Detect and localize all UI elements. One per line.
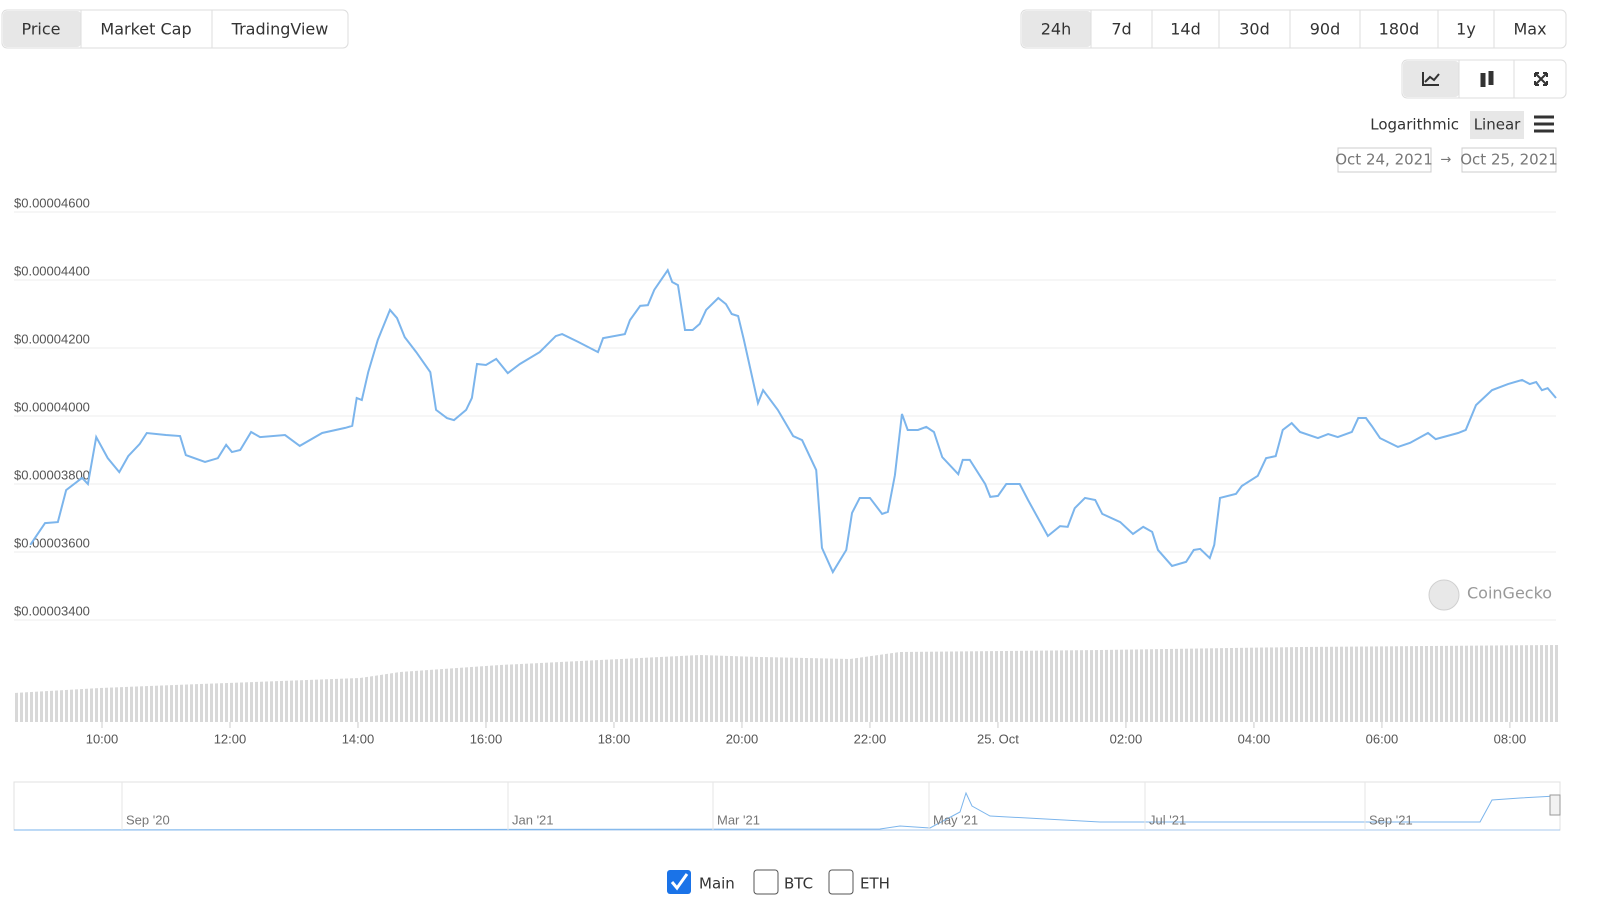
volume-bars [14, 645, 1560, 722]
navigator-label: Sep '21 [1369, 812, 1413, 827]
fullscreen-icon[interactable] [1534, 72, 1548, 86]
x-tick-label: 18:00 [598, 731, 631, 746]
navigator-line [13, 791, 1557, 831]
tab[interactable]: TradingView [231, 20, 329, 39]
navigator-label: Jan '21 [512, 812, 554, 827]
tab[interactable]: Market Cap [100, 20, 191, 39]
navigator-handle[interactable] [1549, 794, 1561, 816]
watermark-logo [1428, 579, 1460, 611]
range-button[interactable]: 90d [1310, 20, 1341, 39]
line-chart-icon[interactable] [1422, 72, 1440, 86]
range-button[interactable]: Max [1513, 20, 1546, 39]
menu-icon[interactable] [1534, 115, 1554, 133]
x-tick-label: 02:00 [1110, 731, 1143, 746]
checkbox-checked[interactable] [667, 870, 691, 894]
scale-option[interactable]: Linear [1474, 116, 1521, 134]
x-tick-label: 10:00 [86, 731, 119, 746]
check-mark [670, 873, 689, 891]
legend-label[interactable]: ETH [860, 875, 890, 893]
x-tick-label: 06:00 [1366, 731, 1399, 746]
range-button[interactable]: 1y [1456, 20, 1476, 39]
y-tick-label: $0.00003400 [14, 603, 90, 618]
range-group [1020, 9, 1567, 49]
y-tick-label: $0.00004600 [14, 195, 90, 210]
scale-option[interactable]: Logarithmic [1370, 116, 1459, 134]
range-button[interactable]: 24h [1041, 20, 1072, 39]
legend-label[interactable]: BTC [784, 875, 813, 893]
price-line [29, 267, 1557, 575]
checkbox[interactable] [753, 869, 779, 895]
range-button[interactable]: 30d [1239, 20, 1270, 39]
x-tick-label: 08:00 [1494, 731, 1527, 746]
y-tick-label: $0.00004000 [14, 399, 90, 414]
checkbox[interactable] [828, 869, 854, 895]
y-tick-label: $0.00003800 [14, 467, 90, 482]
range-selected-bg [1022, 11, 1091, 47]
y-tick-label: $0.00003600 [14, 535, 90, 550]
navigator [13, 781, 1561, 831]
x-tick-label: 12:00 [214, 731, 247, 746]
x-tick-label: 16:00 [470, 731, 503, 746]
range-button[interactable]: 180d [1379, 20, 1420, 39]
x-tick-label: 22:00 [854, 731, 887, 746]
date-input[interactable] [1461, 147, 1557, 173]
tab-group [1, 9, 349, 49]
y-tick-label: $0.00004200 [14, 331, 90, 346]
legend-label[interactable]: Main [699, 875, 735, 893]
navigator-label: Sep '20 [126, 812, 170, 827]
navigator-label: Mar '21 [717, 812, 760, 827]
range-button[interactable]: 7d [1111, 20, 1131, 39]
navigator-label: May '21 [933, 812, 978, 827]
date-arrow: → [1441, 153, 1452, 168]
scale-selected-bg [1470, 111, 1524, 139]
view-selected-bg [1403, 61, 1459, 97]
date-from: Oct 24, 2021 [1335, 151, 1433, 169]
tab[interactable]: Price [21, 20, 60, 39]
range-button[interactable]: 14d [1170, 20, 1201, 39]
candle-icon[interactable] [1480, 71, 1494, 87]
tab-selected-bg [3, 11, 81, 47]
x-tick-label: 04:00 [1238, 731, 1271, 746]
watermark: CoinGecko [1467, 584, 1552, 603]
navigator-label: Jul '21 [1149, 812, 1186, 827]
date-to: Oct 25, 2021 [1460, 151, 1558, 169]
x-tick-label: 25. Oct [977, 731, 1019, 746]
x-tick-label: 20:00 [726, 731, 759, 746]
y-tick-label: $0.00004400 [14, 263, 90, 278]
x-tick-label: 14:00 [342, 731, 375, 746]
date-input[interactable] [1337, 147, 1432, 173]
